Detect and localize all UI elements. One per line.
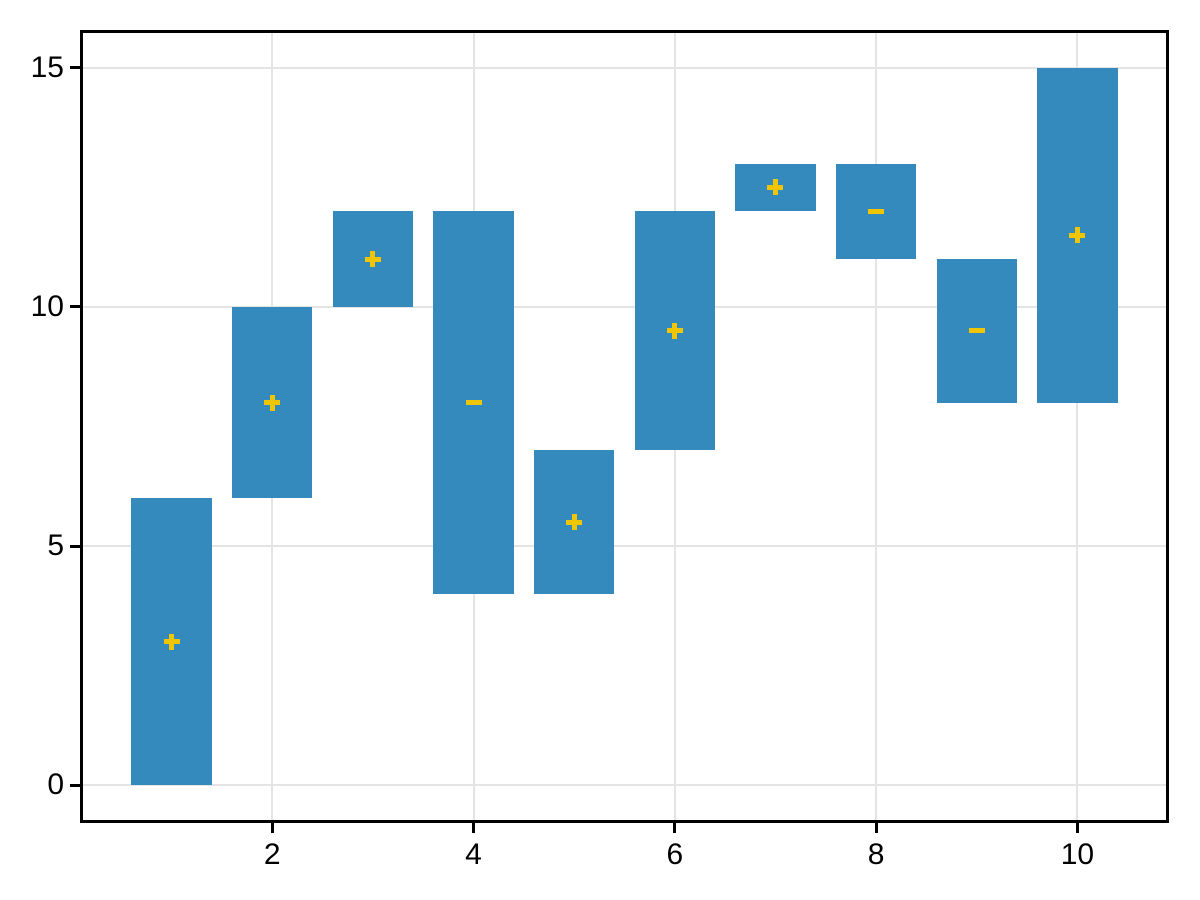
gridline-vertical xyxy=(1076,32,1079,821)
x-tick-mark xyxy=(1075,823,1079,833)
minus-marker xyxy=(868,208,885,214)
y-tick-label: 15 xyxy=(30,50,64,84)
y-tick-mark xyxy=(70,66,80,70)
plus-marker-vertical xyxy=(571,514,577,531)
y-tick-label: 5 xyxy=(47,529,64,563)
y-tick-mark xyxy=(70,305,80,309)
x-tick-mark xyxy=(472,823,476,833)
y-tick-label: 0 xyxy=(47,768,64,802)
minus-marker xyxy=(465,400,482,406)
plus-marker-vertical xyxy=(370,251,376,268)
gridline-vertical xyxy=(875,32,878,821)
y-tick-label: 10 xyxy=(30,289,64,323)
x-tick-mark xyxy=(673,823,677,833)
x-tick-label: 4 xyxy=(465,838,482,871)
gridline-horizontal xyxy=(82,784,1167,787)
plus-marker-vertical xyxy=(672,322,678,339)
plus-marker-vertical xyxy=(169,633,175,650)
gridline-horizontal xyxy=(82,305,1167,308)
plus-marker-vertical xyxy=(269,394,275,411)
y-tick-mark xyxy=(70,783,80,787)
gridline-horizontal xyxy=(82,66,1167,69)
x-tick-label: 10 xyxy=(1060,838,1095,871)
y-tick-mark xyxy=(70,544,80,548)
x-tick-mark xyxy=(270,823,274,833)
plus-marker-vertical xyxy=(772,179,778,196)
x-tick-label: 8 xyxy=(867,838,885,871)
x-tick-label: 6 xyxy=(666,838,684,871)
minus-marker xyxy=(968,328,985,334)
x-tick-mark xyxy=(874,823,878,833)
x-tick-label: 2 xyxy=(263,838,281,871)
gridline-horizontal xyxy=(82,545,1167,548)
plus-marker-vertical xyxy=(1074,227,1080,244)
